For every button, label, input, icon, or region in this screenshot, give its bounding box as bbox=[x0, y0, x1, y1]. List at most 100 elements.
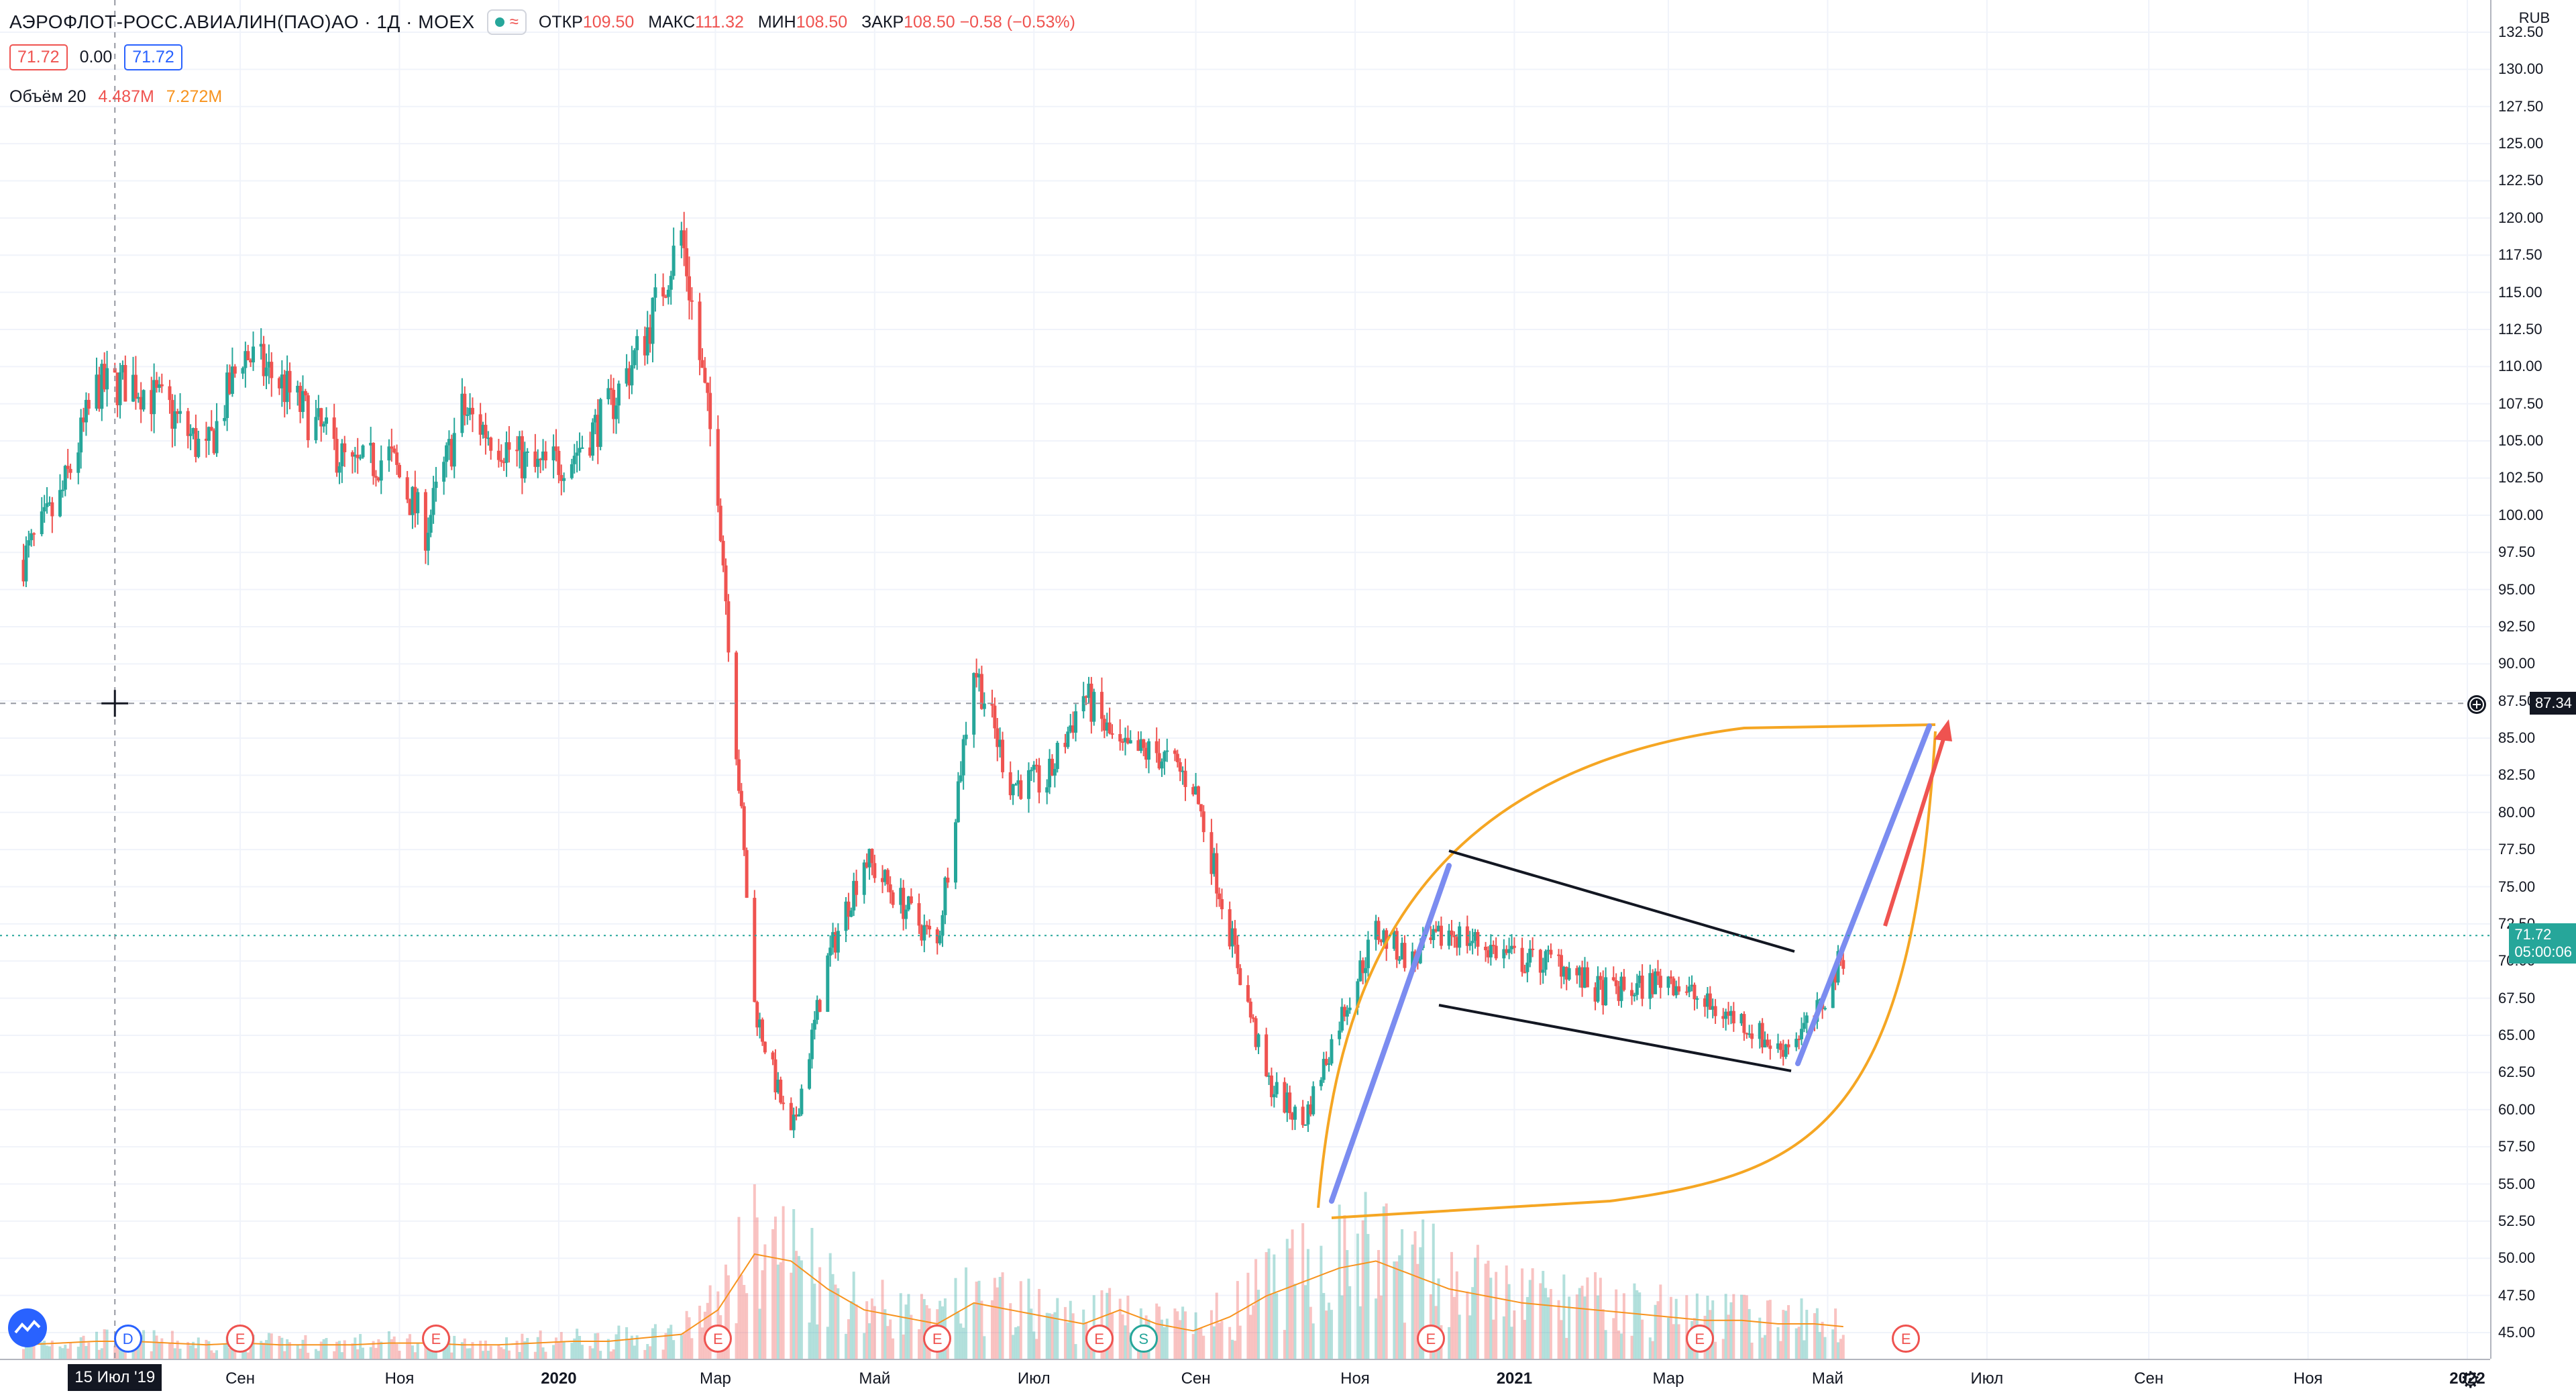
volume-bar bbox=[1325, 1310, 1328, 1359]
price-label: 132.50 bbox=[2498, 23, 2544, 40]
tradingview-logo-icon[interactable] bbox=[8, 1308, 47, 1347]
volume-bar bbox=[1487, 1260, 1490, 1359]
volume-bar bbox=[160, 1338, 164, 1359]
volume-bar bbox=[178, 1349, 182, 1359]
chart-pane[interactable]: АЭРОФЛОТ-РОСС.АВИАЛИН(ПАО)АО · 1Д · MOEX… bbox=[0, 0, 2490, 1359]
event-badge-e[interactable]: E bbox=[923, 1325, 952, 1353]
price-label: 117.50 bbox=[2498, 246, 2542, 264]
candle-body bbox=[1201, 811, 1205, 833]
event-badge-e[interactable]: E bbox=[1416, 1325, 1445, 1353]
symbol-title[interactable]: АЭРОФЛОТ-РОСС.АВИАЛИН(ПАО)АО · 1Д · MOEX bbox=[9, 11, 475, 32]
volume-bar bbox=[559, 1332, 563, 1359]
candle-body bbox=[1322, 1059, 1326, 1080]
volume-bar bbox=[1667, 1317, 1670, 1359]
candle-body bbox=[1797, 1039, 1801, 1041]
market-status[interactable]: ≈ bbox=[486, 9, 527, 35]
candle-body bbox=[429, 515, 433, 533]
candle-body bbox=[82, 417, 86, 423]
add-alert-icon[interactable] bbox=[2465, 691, 2489, 718]
volume-bar bbox=[322, 1339, 325, 1359]
volume-bar bbox=[1199, 1328, 1203, 1359]
volume-bar bbox=[1714, 1341, 1717, 1359]
volume-bar bbox=[847, 1319, 850, 1359]
volume-bar bbox=[46, 1345, 49, 1359]
volume-bar bbox=[959, 1323, 963, 1359]
buy-price-button[interactable]: 71.72 bbox=[124, 44, 182, 70]
candle-body bbox=[246, 351, 250, 360]
candle-body bbox=[818, 1000, 822, 1012]
volume-bar bbox=[299, 1348, 302, 1359]
candle-body bbox=[1781, 1049, 1785, 1057]
candle-body bbox=[1311, 1086, 1316, 1115]
volume-bar bbox=[1525, 1296, 1529, 1359]
time-label: Ноя bbox=[384, 1369, 415, 1388]
candle-body bbox=[525, 451, 529, 453]
candle-body bbox=[1215, 853, 1219, 894]
volume-bar bbox=[1544, 1288, 1548, 1359]
candle-body bbox=[1256, 1034, 1260, 1047]
gear-icon[interactable]: ⚙ bbox=[2460, 1367, 2481, 1393]
volume-bar bbox=[1803, 1340, 1806, 1359]
event-badge-e[interactable]: E bbox=[704, 1325, 733, 1353]
candle-body bbox=[416, 492, 420, 513]
candle-body bbox=[906, 896, 910, 910]
volume-bar bbox=[1330, 1310, 1333, 1359]
time-scale[interactable]: Сен Ноя 2020 Мар Май Июл Сен Ноя 2021 Мар Май Июл Се… bbox=[0, 1359, 2490, 1397]
candle-body bbox=[150, 390, 154, 415]
candle-body bbox=[423, 492, 427, 551]
volume-bar bbox=[463, 1338, 466, 1359]
candle-body bbox=[536, 458, 540, 467]
event-badge-e[interactable]: E bbox=[1685, 1325, 1714, 1353]
volume-bar bbox=[484, 1340, 487, 1359]
candle-body bbox=[392, 448, 396, 453]
candle-body bbox=[648, 327, 652, 344]
volume-bar bbox=[66, 1348, 70, 1359]
candle-body bbox=[1267, 1075, 1271, 1077]
volume-bar bbox=[497, 1344, 500, 1359]
volume-bar bbox=[773, 1217, 777, 1359]
volume-bar bbox=[1309, 1306, 1312, 1359]
volume-bar bbox=[1601, 1309, 1605, 1359]
volume-bar bbox=[1304, 1285, 1307, 1359]
event-badge-e[interactable]: E bbox=[1892, 1325, 1921, 1353]
candle-body bbox=[1580, 967, 1585, 988]
volume-bar bbox=[808, 1322, 811, 1359]
price-scale[interactable]: RUB 132.50 130.00 127.50 125.00 122.50 120.00… bbox=[2490, 0, 2576, 1359]
candle-body bbox=[1330, 1039, 1334, 1064]
candle-body bbox=[1032, 764, 1036, 770]
candle-body bbox=[1575, 968, 1579, 976]
candle-body bbox=[24, 546, 28, 582]
candle-body bbox=[270, 362, 274, 378]
price-chart[interactable] bbox=[0, 0, 2490, 1359]
candle-body bbox=[1502, 949, 1506, 959]
event-badge-s[interactable]: S bbox=[1129, 1325, 1158, 1353]
volume-bar bbox=[82, 1335, 85, 1359]
candle-body bbox=[1029, 770, 1033, 772]
candle-body bbox=[160, 384, 164, 386]
price-label: 85.00 bbox=[2498, 729, 2536, 747]
candle-body bbox=[1559, 955, 1563, 977]
candle-body bbox=[204, 438, 208, 441]
time-label: Сен bbox=[2134, 1369, 2164, 1388]
event-badge-e[interactable]: E bbox=[421, 1325, 450, 1353]
volume-bar bbox=[625, 1327, 629, 1359]
sell-price-button[interactable]: 71.72 bbox=[9, 44, 68, 70]
volume-legend[interactable]: Объём 20 4.487M 7.272M bbox=[9, 87, 222, 107]
candle-body bbox=[411, 486, 415, 515]
volume-bar bbox=[1505, 1265, 1508, 1359]
candle-body bbox=[1126, 737, 1130, 743]
volume-bar bbox=[745, 1293, 749, 1359]
event-badge-e[interactable]: E bbox=[1085, 1325, 1114, 1353]
volume-bar bbox=[1471, 1287, 1474, 1359]
volume-bar bbox=[828, 1253, 832, 1359]
event-badge-e[interactable]: E bbox=[226, 1325, 255, 1353]
event-badge-d[interactable]: D bbox=[113, 1325, 142, 1353]
time-label: Ноя bbox=[2293, 1369, 2323, 1388]
candle-body bbox=[1157, 753, 1161, 769]
candle-body bbox=[885, 870, 890, 885]
candle-body bbox=[562, 478, 566, 481]
volume-bar bbox=[690, 1338, 694, 1359]
volume-bar bbox=[1267, 1248, 1271, 1359]
high-value: 111.32 bbox=[695, 12, 744, 32]
candle-body bbox=[1447, 930, 1451, 946]
